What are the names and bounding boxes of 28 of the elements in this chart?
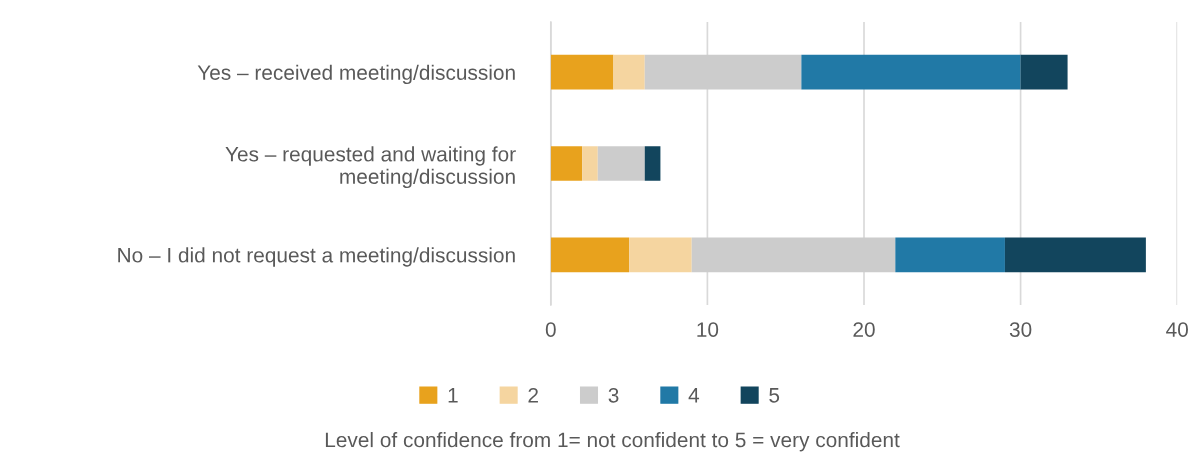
bar	[801, 54, 1021, 90]
bar	[644, 146, 661, 181]
x-tick-label: 0	[545, 322, 556, 337]
legend-label: 5	[769, 388, 780, 403]
legend-label: 4	[688, 388, 700, 403]
x-tick-label: 30	[1009, 322, 1032, 337]
y-tick-label: Yes – requested and waiting for meeting/discussion	[225, 146, 516, 189]
y-tick-label: No – I did not request a meeting/discussion	[118, 247, 515, 267]
x-tick-label: 20	[853, 322, 875, 337]
bar	[1004, 237, 1146, 273]
bar	[613, 54, 645, 90]
bar	[1020, 54, 1068, 90]
legend-label: 2	[528, 387, 538, 403]
x-axis-title: Level of confidence from 1= not confident to 5 = very confident	[325, 432, 900, 452]
bar	[691, 237, 896, 273]
bar	[550, 146, 583, 181]
bar	[597, 146, 645, 181]
legend-label: 1	[448, 388, 458, 403]
bar	[629, 237, 692, 273]
bar	[582, 146, 598, 181]
bar	[550, 54, 614, 90]
x-tick-label: 10	[697, 322, 719, 337]
x-tick-label: 40	[1166, 322, 1188, 337]
y-tick-label: Yes – received meeting/discussion	[197, 64, 515, 85]
bar	[644, 54, 802, 90]
bar	[550, 237, 630, 273]
legend-label: 3	[608, 387, 619, 403]
bar	[895, 237, 1005, 273]
